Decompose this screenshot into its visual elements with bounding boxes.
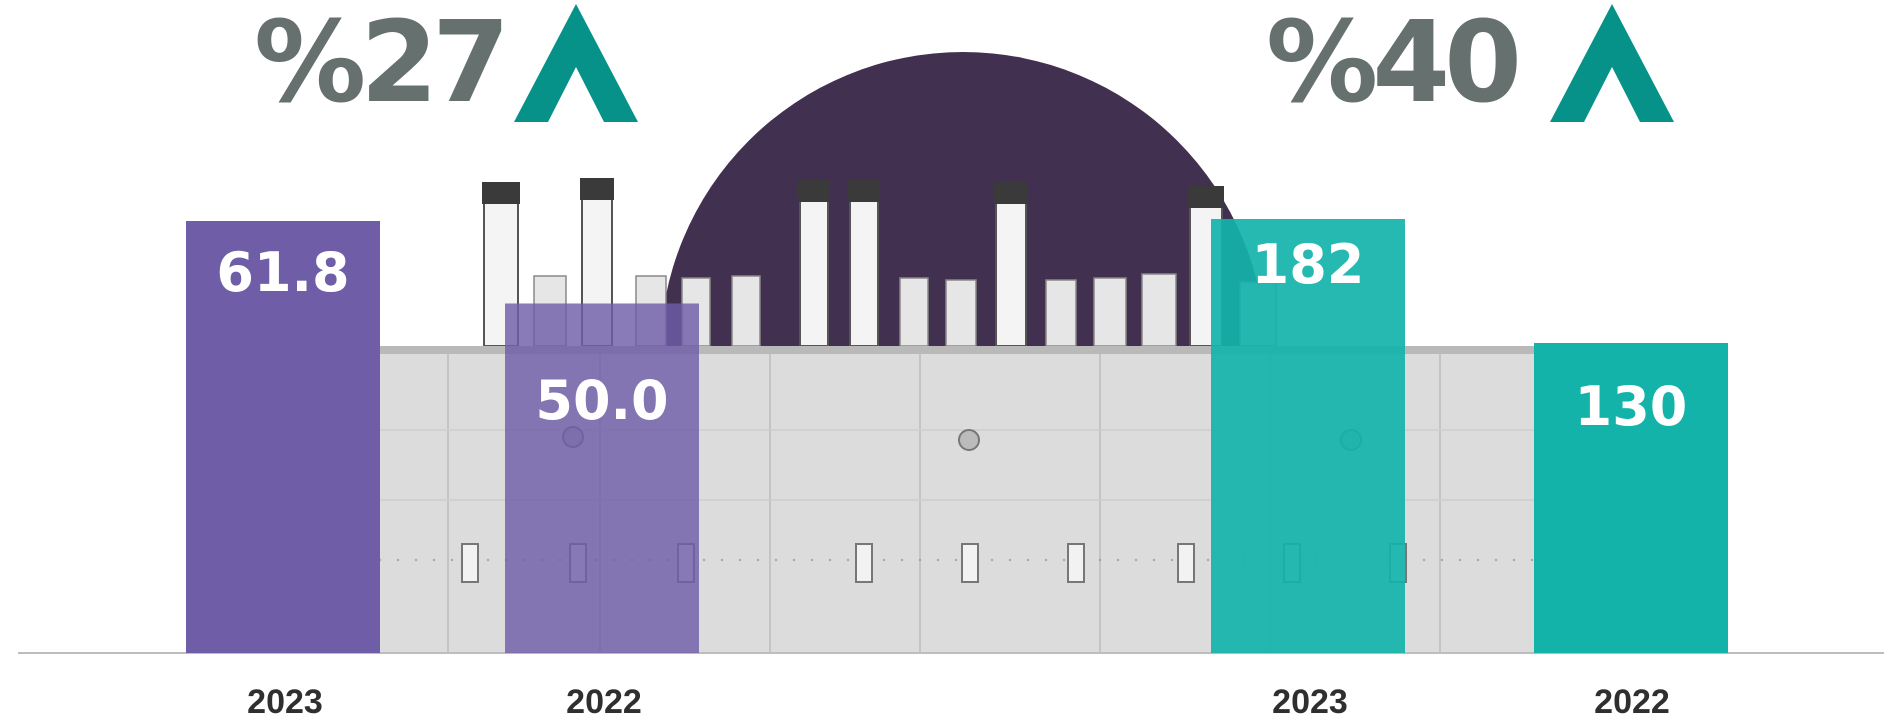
wall-lamp (958, 429, 980, 451)
x-tick-label: 2023 (1272, 683, 1348, 721)
vent (961, 543, 979, 583)
low-block (1093, 277, 1127, 347)
low-block (945, 279, 977, 347)
chevron-up-icon (514, 4, 638, 122)
tower-cap (580, 178, 614, 200)
bar-value-label: 61.8 (216, 241, 350, 304)
rooftop-towers (482, 178, 1277, 347)
tower-cap (482, 182, 520, 204)
right-change-label: %40 (1266, 0, 1522, 128)
bar-2023-teal (1211, 219, 1405, 653)
left-change-label: %27 (254, 0, 510, 128)
vent (461, 543, 479, 583)
x-tick-label: 2022 (1594, 683, 1670, 721)
tower (799, 183, 829, 347)
tower-cap (994, 182, 1028, 204)
x-tick-label: 2023 (247, 683, 323, 721)
bar-value-label: 182 (1251, 233, 1365, 296)
vent (855, 543, 873, 583)
low-block (731, 275, 761, 347)
low-block (899, 277, 929, 347)
bar-2022-purple (505, 303, 699, 653)
tower-cap (1188, 186, 1224, 208)
tower (995, 185, 1027, 347)
bar-2023-purple (186, 221, 380, 653)
vent (1067, 543, 1085, 583)
bar-2022-teal (1534, 343, 1728, 653)
tower-cap (848, 180, 880, 202)
low-block (1045, 279, 1077, 347)
x-tick-label: 2022 (566, 683, 642, 721)
bar-value-label: 130 (1574, 375, 1688, 438)
vent (1177, 543, 1195, 583)
low-block (1141, 273, 1177, 347)
bar-value-label: 50.0 (535, 369, 669, 433)
chevron-up-icon (1550, 4, 1674, 122)
tower-cap (798, 180, 830, 202)
tower (849, 183, 879, 347)
